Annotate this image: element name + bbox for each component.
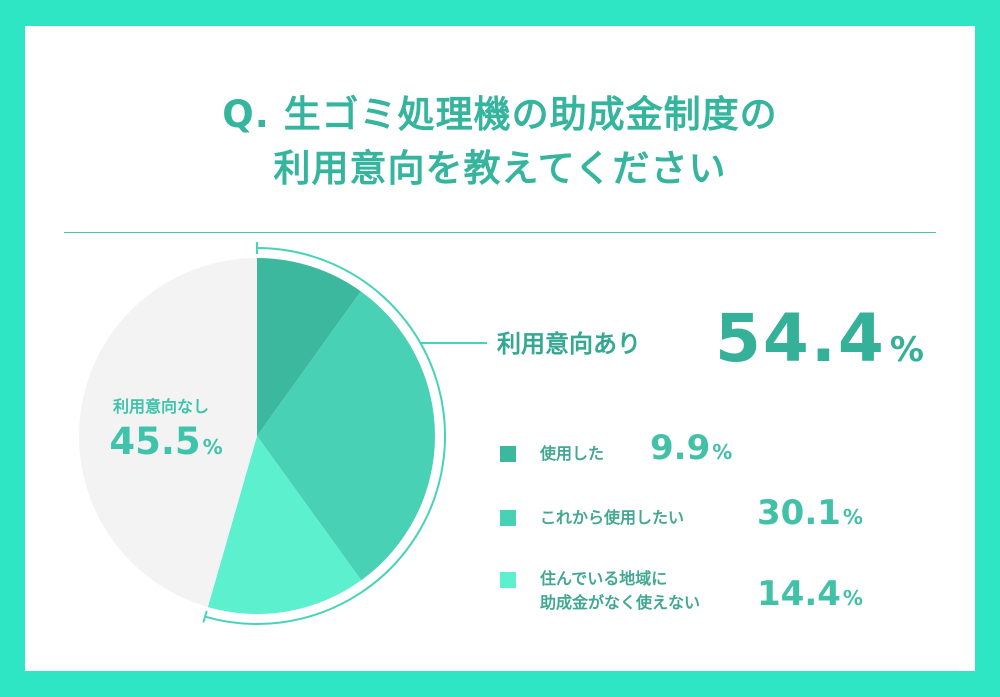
legend-value-will-use-percent-sign: % <box>842 505 863 529</box>
legend-label-cannot-use: 住んでいる地域に 助成金がなく使えない <box>540 567 700 615</box>
title-line-2: 利用意向を教えてください <box>273 147 727 190</box>
legend-value-cannot-use-number: 14.4 <box>757 574 841 614</box>
bracket-end-tick <box>202 610 208 623</box>
yes-intent-percent-sign: % <box>889 330 924 370</box>
no-intent-number: 45.5 <box>109 420 201 463</box>
yes-intent-value: 54.4% <box>715 300 924 377</box>
legend-swatch-used <box>500 446 516 462</box>
legend-swatch-cannot-use <box>500 572 516 588</box>
pie-slice-no-intent <box>79 258 258 608</box>
no-intent-label: 利用意向なし <box>112 397 209 416</box>
legend-label-cannot-use-line-1: 住んでいる地域に <box>540 569 668 588</box>
title-divider <box>64 232 936 233</box>
title-line-1: Q. 生ゴミ処理機の助成金制度の <box>222 93 778 136</box>
yes-intent-label: 利用意向あり <box>497 330 641 358</box>
legend-label-will-use-line: これから使用したい <box>540 508 685 527</box>
pie-slice-cannot-use <box>207 436 362 614</box>
legend-value-cannot-use: 14.4% <box>757 574 863 614</box>
no-intent-value: 45.5% <box>86 420 246 463</box>
legend-label-cannot-use-line-2: 助成金がなく使えない <box>540 593 701 612</box>
legend-label-used: 使用した <box>540 442 604 466</box>
no-intent-percent-sign: % <box>202 435 223 459</box>
chart-title: Q. 生ゴミ処理機の助成金制度の 利用意向を教えてください <box>0 88 1000 196</box>
legend-value-used: 9.9% <box>650 428 732 468</box>
pie-slice-used <box>257 258 361 436</box>
legend-value-will-use-number: 30.1 <box>757 493 841 533</box>
legend-label-will-use: これから使用したい <box>540 506 684 530</box>
legend-swatch-will-use <box>500 510 516 526</box>
legend-value-used-percent-sign: % <box>712 440 733 464</box>
legend-value-will-use: 30.1% <box>757 493 863 533</box>
legend-value-used-number: 9.9 <box>650 428 711 468</box>
legend-label-used-line: 使用した <box>540 444 605 463</box>
yes-group-bracket <box>204 247 447 625</box>
yes-intent-number: 54.4 <box>715 300 886 377</box>
legend-value-cannot-use-percent-sign: % <box>842 586 863 610</box>
pie-slice-will-use <box>257 291 435 581</box>
